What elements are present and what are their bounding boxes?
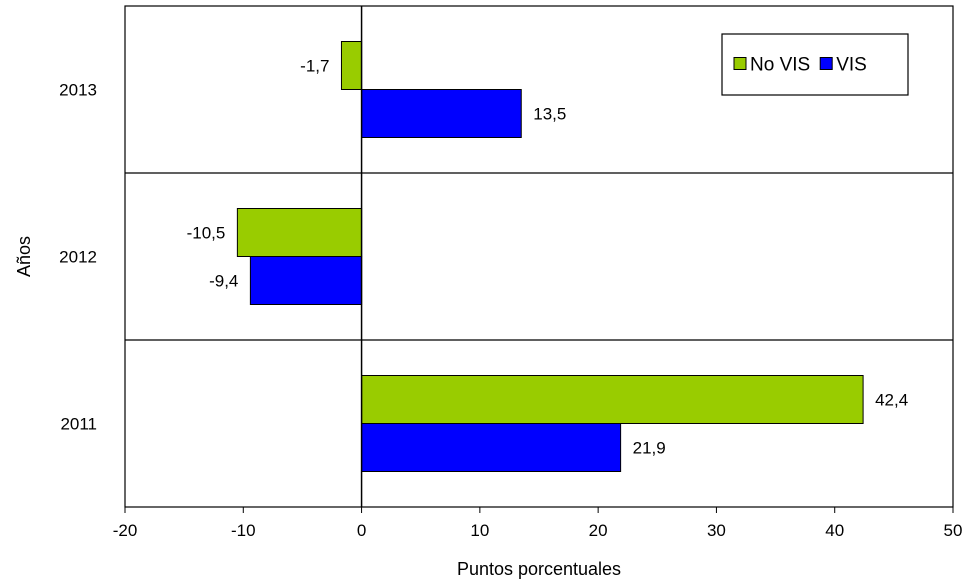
bars-layer [236, 41, 864, 472]
y-category-label: 2011 [60, 415, 97, 434]
bar-vis [249, 256, 363, 305]
x-tick-label: -10 [231, 521, 256, 540]
legend: No VIS VIS [721, 33, 909, 96]
bar-vis [361, 423, 622, 472]
legend-label: VIS [836, 55, 867, 76]
data-label: -9,4 [209, 272, 238, 291]
bar-no-vis [361, 375, 864, 424]
data-labels-layer: -1,7 13,5 -10,5 -9,4 42,4 21,9 [187, 57, 909, 458]
data-label: -10,5 [187, 224, 226, 243]
legend-swatch [819, 57, 833, 70]
plot-area-frame [124, 5, 954, 508]
legend-box [721, 33, 909, 96]
y-axis-category-labels: 2013 2012 2011 [59, 81, 97, 434]
data-label: 21,9 [633, 439, 666, 458]
bar-no-vis [340, 41, 363, 90]
legend-label: No VIS [750, 55, 810, 76]
x-tick-label: 40 [825, 521, 844, 540]
x-tick-label: 50 [944, 521, 963, 540]
bar-no-vis [236, 208, 363, 257]
x-tick-label: -20 [113, 521, 138, 540]
x-axis-ticks: -20 -10 0 10 20 30 40 50 [113, 507, 963, 540]
data-label: 13,5 [533, 105, 566, 124]
x-tick-label: 10 [470, 521, 489, 540]
y-category-label: 2012 [59, 248, 97, 267]
x-axis-title: Puntos porcentuales [457, 559, 621, 579]
category-separators [125, 172, 953, 341]
x-tick-label: 20 [589, 521, 608, 540]
y-axis-title: Años [14, 236, 34, 277]
x-tick-label: 0 [357, 521, 366, 540]
data-label: 42,4 [875, 391, 908, 410]
x-tick-label: 30 [707, 521, 726, 540]
data-label: -1,7 [300, 57, 329, 76]
y-category-label: 2013 [59, 81, 97, 100]
bar-vis [361, 89, 522, 138]
legend-swatch [733, 57, 747, 70]
